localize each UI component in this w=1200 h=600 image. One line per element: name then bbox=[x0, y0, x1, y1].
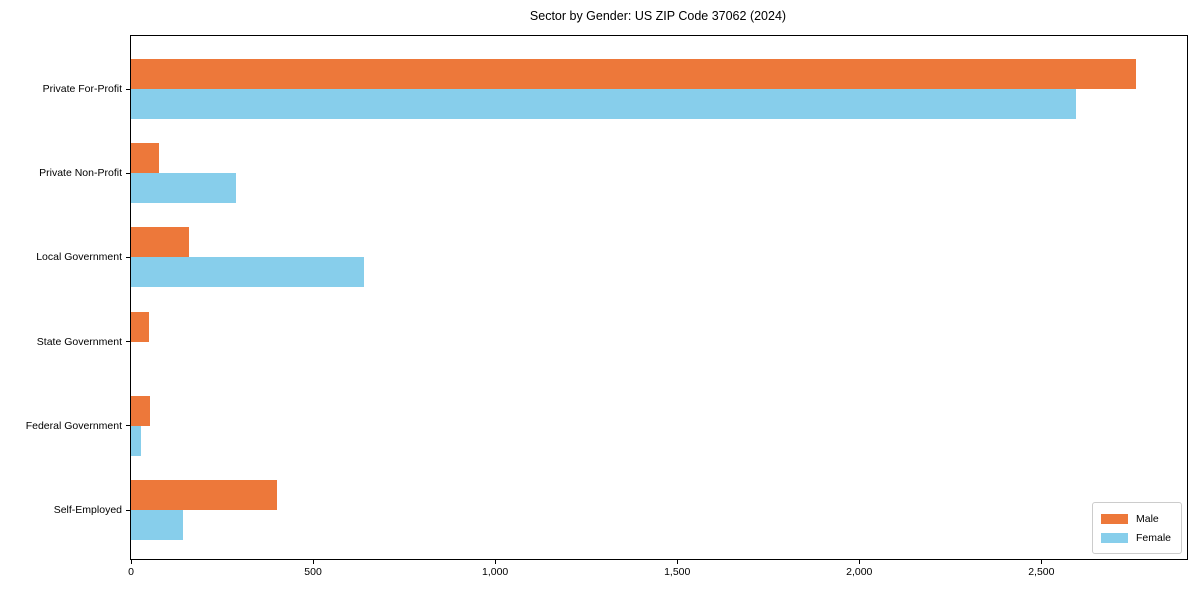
bar-female-local-government bbox=[131, 257, 365, 288]
bar-male-self-employed bbox=[131, 480, 278, 510]
x-tick-mark bbox=[130, 560, 132, 564]
bar-male-state-government bbox=[131, 311, 149, 342]
y-tick-label: Private For-Profit bbox=[42, 83, 122, 95]
bar-female-federal-government bbox=[131, 425, 142, 456]
y-tick-mark bbox=[126, 425, 130, 427]
legend-swatch-female bbox=[1100, 532, 1128, 543]
y-tick-label: Federal Government bbox=[25, 419, 122, 432]
legend-label: Male bbox=[1135, 512, 1159, 525]
legend-label: Female bbox=[1135, 531, 1171, 544]
x-tick-label: 2,500 bbox=[1028, 566, 1055, 578]
x-tick-label: 1,000 bbox=[481, 566, 509, 578]
bar-female-private-non-profit bbox=[131, 173, 236, 204]
x-tick-mark bbox=[312, 560, 314, 564]
y-tick-label: Private Non-Profit bbox=[39, 167, 122, 180]
legend-entry-female: Female bbox=[1100, 528, 1171, 547]
bar-male-private-non-profit bbox=[131, 143, 160, 174]
y-tick-mark bbox=[126, 88, 130, 90]
y-tick-mark bbox=[126, 341, 130, 343]
y-tick-label: Self-Employed bbox=[53, 504, 122, 516]
x-tick-label: 500 bbox=[304, 566, 322, 578]
y-tick-mark bbox=[126, 172, 130, 174]
legend-entry-male: Male bbox=[1100, 509, 1171, 528]
bar-female-private-for-profit bbox=[131, 89, 1076, 119]
x-tick-mark bbox=[1040, 560, 1042, 564]
bar-female-self-employed bbox=[131, 510, 184, 540]
x-tick-mark bbox=[676, 560, 678, 564]
y-tick-mark bbox=[126, 256, 130, 258]
y-tick-label: Local Government bbox=[36, 251, 122, 264]
bar-male-federal-government bbox=[131, 395, 150, 426]
bar-male-local-government bbox=[131, 227, 190, 258]
y-tick-mark bbox=[126, 509, 130, 511]
x-tick-label: 2,000 bbox=[846, 566, 873, 578]
bar-male-private-for-profit bbox=[131, 59, 1137, 89]
plot-area: Male Female bbox=[130, 35, 1188, 560]
legend: Male Female bbox=[1091, 502, 1182, 554]
chart-title: Sector by Gender: US ZIP Code 37062 (202… bbox=[529, 9, 787, 23]
x-tick-label: 0 bbox=[128, 566, 134, 578]
y-tick-label: State Government bbox=[36, 335, 122, 348]
x-tick-label: 1,500 bbox=[664, 566, 691, 578]
legend-swatch-male bbox=[1100, 513, 1128, 524]
x-tick-mark bbox=[494, 560, 496, 564]
x-tick-mark bbox=[858, 560, 860, 564]
